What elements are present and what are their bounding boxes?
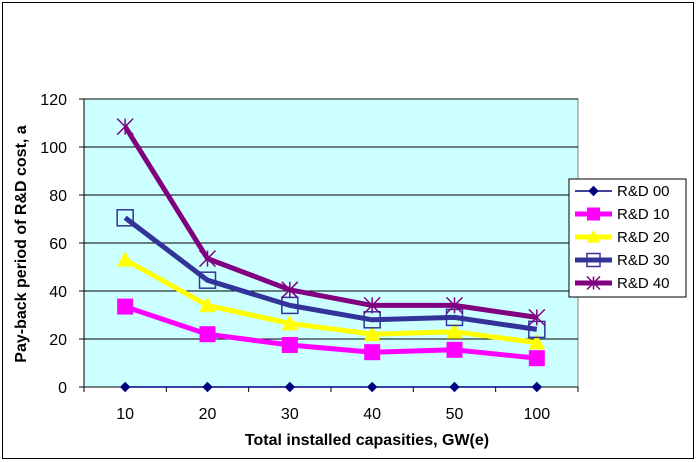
data-point bbox=[445, 296, 464, 314]
data-point bbox=[363, 296, 381, 314]
data-point bbox=[281, 337, 298, 353]
data-point bbox=[117, 298, 134, 315]
gridlines bbox=[84, 98, 578, 340]
data-point bbox=[116, 118, 134, 136]
x-tick-label: 30 bbox=[281, 406, 299, 423]
data-point bbox=[198, 250, 217, 268]
y-tick-label: 40 bbox=[49, 284, 67, 301]
data-point bbox=[528, 334, 546, 350]
legend-label: R&D 10 bbox=[617, 206, 670, 223]
x-tick-label: 10 bbox=[116, 406, 134, 423]
data-point bbox=[284, 381, 296, 393]
y-ticks: 0 20 40 60 80 100 120 bbox=[40, 92, 84, 397]
data-point bbox=[588, 185, 599, 197]
y-tick-label: 20 bbox=[49, 332, 67, 349]
legend-label: R&D 40 bbox=[617, 275, 670, 292]
data-point bbox=[281, 314, 299, 331]
series-line bbox=[123, 257, 538, 346]
x-tick-label: 40 bbox=[363, 406, 381, 423]
data-point bbox=[449, 381, 460, 393]
series-0 bbox=[119, 381, 543, 393]
y-tick-label: 120 bbox=[40, 92, 67, 109]
series-line bbox=[124, 304, 538, 361]
data-point bbox=[528, 350, 545, 367]
data-point bbox=[366, 381, 378, 393]
data-point bbox=[531, 381, 543, 393]
series-line bbox=[123, 215, 538, 332]
y-tick-label: 0 bbox=[58, 380, 67, 397]
data-point bbox=[198, 271, 217, 289]
legend-label: R&D 20 bbox=[617, 229, 670, 246]
series-4 bbox=[116, 118, 546, 326]
data-point bbox=[446, 323, 463, 339]
data-point bbox=[364, 344, 381, 361]
data-point bbox=[586, 252, 601, 268]
y-tick-label: 80 bbox=[49, 188, 67, 205]
x-axis-title: Total installed capasities, GW(e) bbox=[245, 432, 489, 449]
legend-item: R&D 10 bbox=[575, 206, 670, 223]
series-group bbox=[116, 118, 546, 393]
data-point bbox=[199, 296, 216, 313]
data-point bbox=[116, 209, 134, 227]
data-point bbox=[116, 251, 134, 267]
data-point bbox=[528, 308, 546, 326]
legend-item: R&D 20 bbox=[575, 229, 670, 246]
y-tick-label: 100 bbox=[40, 140, 67, 157]
data-point bbox=[587, 207, 600, 221]
x-tick-label: 20 bbox=[199, 406, 217, 423]
data-point bbox=[202, 381, 213, 393]
series-2 bbox=[116, 251, 546, 350]
series-1 bbox=[117, 298, 545, 367]
legend-item: R&D 30 bbox=[575, 252, 670, 269]
y-tick-label: 60 bbox=[49, 236, 67, 253]
y-axis-title: Pay-back period of R&D cost, a bbox=[13, 125, 30, 362]
x-tick-label: 100 bbox=[523, 406, 550, 423]
x-ticks: 10 20 30 40 50 100 bbox=[83, 387, 579, 423]
data-point bbox=[281, 281, 299, 299]
data-point bbox=[363, 325, 381, 342]
legend-label: R&D 30 bbox=[617, 252, 670, 269]
data-point bbox=[199, 326, 216, 343]
legend-item: R&D 40 bbox=[575, 275, 670, 292]
data-point bbox=[446, 341, 463, 358]
legend-item: R&D 00 bbox=[575, 183, 670, 200]
data-point bbox=[586, 229, 601, 243]
legend: R&D 00 R&D 10 R&D 20 R&D 30 R&D 40 bbox=[568, 178, 687, 298]
x-tick-label: 50 bbox=[446, 406, 464, 423]
series-line bbox=[123, 125, 538, 320]
legend-label: R&D 00 bbox=[617, 183, 670, 200]
data-point bbox=[119, 381, 131, 393]
data-point bbox=[586, 275, 601, 291]
